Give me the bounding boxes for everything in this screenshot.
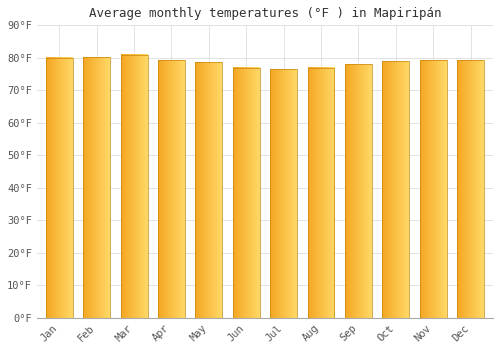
Bar bbox=[196, 62, 222, 318]
Bar bbox=[233, 68, 260, 318]
Bar bbox=[120, 55, 148, 318]
Bar bbox=[308, 68, 334, 318]
Bar bbox=[382, 61, 409, 318]
Bar bbox=[345, 64, 372, 318]
Bar bbox=[420, 61, 446, 318]
Title: Average monthly temperatures (°F ) in Mapiripán: Average monthly temperatures (°F ) in Ma… bbox=[88, 7, 441, 20]
Bar bbox=[158, 60, 185, 318]
Bar bbox=[46, 58, 72, 318]
Bar bbox=[270, 69, 297, 318]
Bar bbox=[83, 57, 110, 318]
Bar bbox=[457, 61, 484, 318]
